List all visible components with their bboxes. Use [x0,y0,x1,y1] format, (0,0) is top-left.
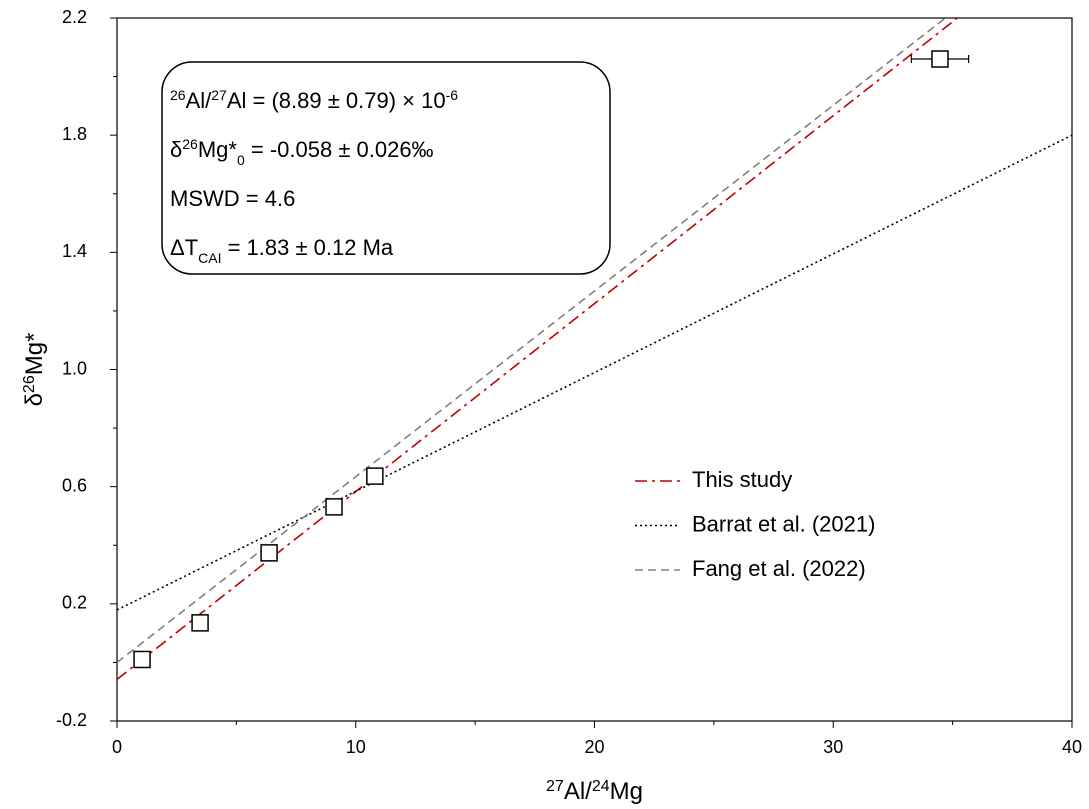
lines [117,18,1072,681]
text-segment: 27 [546,778,564,795]
annotation-box [161,61,611,275]
data-point [260,544,278,562]
x-tick-label: 20 [584,737,604,757]
text-segment: 26 [182,136,198,152]
text-segment: 0 [237,152,245,168]
text-segment: Al/ [564,778,592,805]
annotation-line: MSWD = 4.6 [170,186,295,211]
text-segment: 27 [211,87,227,103]
text-segment: δ [21,393,48,406]
text-segment: δ [170,137,182,162]
y-tick-label: -0.2 [56,710,87,730]
annotation-line: δ26Mg*0 = -0.058 ± 0.026‰ [170,136,434,168]
fit-line [117,18,946,664]
text-segment: = -0.058 ± 0.026‰ [245,137,434,162]
y-tick-label: 0.6 [62,475,87,495]
data-point [191,614,209,632]
text-segment: Mg [610,778,643,805]
text-segment: -6 [446,87,459,103]
text-segment: 26 [21,375,38,393]
y-tick-label: 0.2 [62,593,87,613]
x-tick-label: 10 [346,737,366,757]
x-tick-label: 40 [1062,737,1082,757]
text-segment: MSWD = 4.6 [170,186,295,211]
y-tick-label: 1.4 [62,241,87,261]
text-segment: Al/ [186,88,213,113]
data-point [325,498,343,516]
x-tick-label: 0 [112,737,122,757]
x-tick-label: 30 [823,737,843,757]
data-point [931,50,949,68]
legend-label: This study [692,467,792,492]
text-segment: CAI [198,250,221,266]
legend-label: Fang et al. (2022) [692,556,866,581]
text-segment: Mg* [21,333,48,376]
text-segment: Mg* [198,137,238,162]
x-axis-label: 27Al/24Mg [546,778,643,806]
fit-line [117,18,958,681]
text-segment: 24 [592,778,610,795]
y-tick-label: 1.8 [62,124,87,144]
y-tick-label: 1.0 [62,358,87,378]
y-axis-label: δ26Mg* [21,333,49,407]
annotation-line: ΔTCAI = 1.83 ± 0.12 Ma [170,235,394,266]
annotation-line: 26Al/27Al = (8.89 ± 0.79) × 10-6 [170,87,458,113]
text-segment: 26 [170,87,186,103]
data-point [133,650,151,669]
data-point [366,467,384,485]
legend-label: Barrat et al. (2021) [692,511,875,536]
text-segment: = 1.83 ± 0.12 Ma [221,235,393,260]
text-segment: ΔT [170,235,198,260]
text-segment: Al = (8.89 ± 0.79) × 10 [227,88,446,113]
y-tick-label: 2.2 [62,7,87,27]
